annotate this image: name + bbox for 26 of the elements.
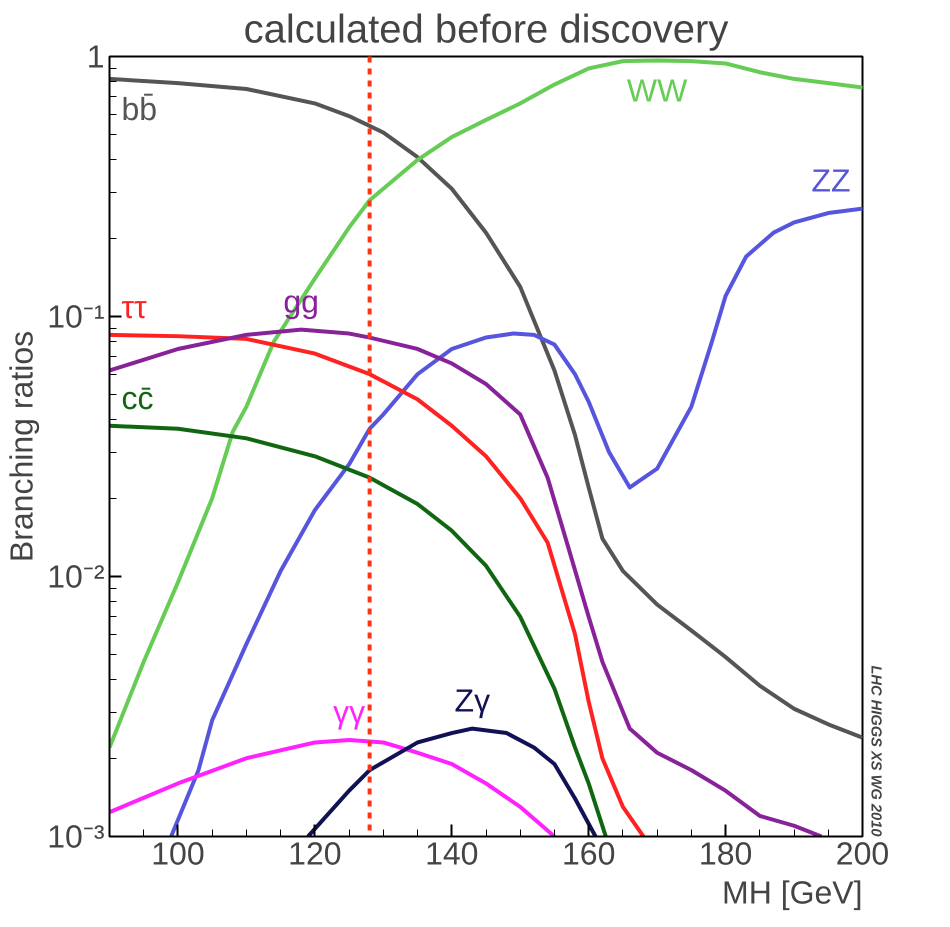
line-series [110,328,824,836]
y-tick-label: 10⁻¹ [47,298,104,334]
chart-title: calculated before discovery [244,8,728,52]
series-label: cc̄ [122,380,154,416]
series-label: bb̄ [122,90,158,127]
line-series [110,332,646,836]
line-series [110,738,556,836]
series-label: Zγ [454,682,490,719]
x-tick-label: 140 [425,836,478,872]
y-axis-title: Branching ratios [3,330,40,562]
text: LHC HIGGS XS WG 2010 [868,665,884,838]
x-tick-label: 100 [151,836,205,872]
series-label: ττ [122,288,148,325]
x-tick-label: 120 [288,836,342,872]
series-label: WW [626,72,688,109]
x-tick-label: 180 [698,836,752,872]
x-tick-label: 160 [562,836,616,872]
series-label: ZZ [811,162,850,199]
line-series [169,206,862,836]
series-label: γγ [333,694,366,730]
y-tick-label: 10⁻³ [47,818,105,854]
y-tick-label: 10⁻² [47,558,105,594]
y-tick-label: 1 [86,38,104,74]
x-axis-title: MH [GeV] [722,874,862,910]
line-series [110,424,608,836]
x-tick-label: 200 [836,836,890,872]
